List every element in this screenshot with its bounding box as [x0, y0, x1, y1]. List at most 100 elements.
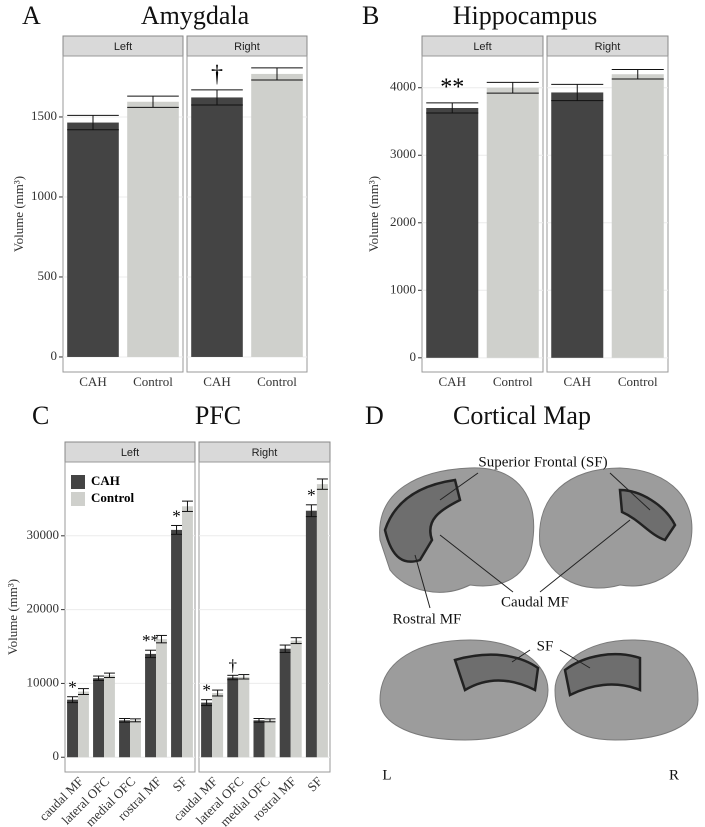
bar	[119, 720, 130, 758]
y-tick-label: 2000	[390, 214, 416, 229]
bar	[127, 101, 179, 357]
bar	[104, 675, 115, 758]
bar	[486, 87, 539, 358]
x-tick-label: CAH	[439, 374, 466, 389]
panel-label: A	[22, 1, 41, 30]
significance: **	[142, 631, 159, 650]
bar	[264, 720, 276, 758]
error-bar	[305, 504, 317, 518]
y-tick-label: 4000	[390, 79, 416, 94]
strip-label: Left	[121, 447, 139, 459]
error-bar	[127, 95, 179, 108]
bar	[67, 122, 119, 357]
panel-title: PFC	[195, 401, 241, 430]
y-axis-label: Volume (mm³)	[11, 176, 26, 252]
significance: †	[229, 656, 238, 675]
y-tick-label: 0	[53, 748, 60, 763]
error-bar	[67, 696, 78, 704]
bar	[251, 73, 303, 357]
error-bar	[551, 83, 604, 102]
strip-label: Right	[252, 447, 278, 459]
x-tick-label: CAH	[79, 374, 106, 389]
x-tick-label: Control	[133, 374, 173, 389]
panel-title: Amygdala	[141, 1, 250, 30]
bar	[156, 639, 167, 758]
significance: **	[440, 74, 464, 100]
error-bar	[279, 644, 291, 653]
significance: *	[202, 681, 211, 700]
strip-label: Left	[114, 41, 132, 53]
error-bar	[238, 674, 250, 680]
y-tick-label: 30000	[27, 527, 60, 542]
hemisphere-label: R	[669, 767, 679, 783]
bar	[67, 699, 78, 758]
error-bar	[191, 89, 243, 106]
y-tick-label: 500	[38, 268, 58, 283]
bar	[316, 484, 328, 758]
bar	[238, 676, 250, 758]
bar	[426, 107, 479, 358]
y-tick-label: 1000	[390, 281, 416, 296]
y-axis-label: Volume (mm³)	[366, 176, 381, 252]
bar	[78, 691, 89, 758]
hemisphere-label: L	[382, 767, 391, 783]
bar	[182, 506, 193, 758]
brain-panel: D Cortical Map Superior Frontal (SF) Cau…	[365, 401, 699, 783]
error-bar	[145, 649, 156, 659]
significance: †	[211, 61, 223, 87]
y-tick-label: 20000	[27, 601, 60, 616]
y-tick-label: 10000	[27, 674, 60, 689]
bar	[611, 74, 664, 358]
bar	[130, 720, 141, 758]
bar	[551, 92, 604, 358]
error-bar	[253, 717, 265, 723]
error-bar	[182, 500, 193, 512]
x-tick-label: Control	[493, 374, 533, 389]
significance: *	[172, 506, 181, 525]
significance: *	[307, 486, 316, 505]
error-bar	[212, 689, 224, 697]
error-bar	[426, 102, 479, 114]
bar	[290, 640, 302, 758]
strip-label: Left	[473, 41, 491, 53]
bar	[171, 529, 182, 758]
legend-label: Control	[91, 490, 134, 505]
panel-label: D	[365, 401, 384, 430]
error-bar	[290, 637, 302, 645]
x-tick-label: SF	[304, 774, 325, 795]
panel-label: B	[362, 1, 379, 30]
bar	[191, 97, 243, 357]
y-tick-label: 1500	[31, 108, 57, 123]
x-tick-label: CAH	[203, 374, 230, 389]
region-label: SF	[537, 638, 554, 654]
panel-label: C	[32, 401, 49, 430]
error-bar	[78, 688, 89, 695]
bar	[227, 677, 239, 758]
y-axis-label: Volume (mm³)	[5, 579, 20, 655]
error-bar	[130, 718, 141, 723]
error-bar	[316, 478, 328, 490]
bar	[253, 720, 265, 758]
error-bar	[156, 634, 167, 644]
error-bar	[251, 67, 303, 81]
y-tick-label: 0	[410, 349, 417, 364]
bar	[145, 653, 156, 758]
region-label: Caudal MF	[501, 594, 569, 610]
error-bar	[104, 672, 115, 679]
x-tick-label: Control	[618, 374, 658, 389]
x-tick-label: CAH	[564, 374, 591, 389]
error-bar	[119, 717, 130, 723]
region-label: Rostral MF	[393, 611, 462, 627]
strip-label: Right	[595, 41, 621, 53]
x-tick-label: SF	[169, 774, 190, 795]
legend-label: CAH	[91, 473, 120, 488]
error-bar	[93, 675, 104, 681]
y-tick-label: 0	[51, 348, 58, 363]
panel-title: Cortical Map	[453, 401, 591, 430]
error-bar	[67, 114, 119, 131]
error-bar	[611, 69, 664, 80]
significance: *	[68, 678, 77, 697]
strip-label: Right	[234, 41, 260, 53]
legend-swatch	[71, 475, 85, 489]
